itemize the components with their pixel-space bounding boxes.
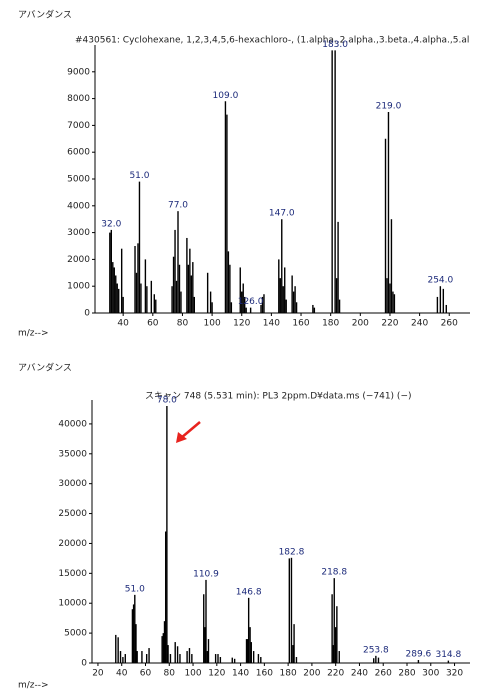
peak-label: 182.8 — [279, 547, 305, 557]
peak-label: 51.0 — [129, 171, 149, 181]
peak-label: 51.0 — [125, 584, 145, 594]
y-tick-label: 35000 — [58, 449, 87, 459]
y-tick-label: 25000 — [58, 509, 87, 519]
y-tick-label: 15000 — [58, 569, 87, 579]
x-tick-label: 220 — [327, 669, 344, 679]
y-axis-label: アバンダンス — [18, 9, 72, 21]
x-tick-label: 60 — [140, 669, 152, 679]
arrow-head — [176, 432, 187, 443]
x-tick-label: 240 — [411, 319, 428, 329]
peak-label: 253.8 — [363, 645, 389, 655]
x-tick-label: 160 — [292, 319, 309, 329]
y-tick-label: 20000 — [58, 539, 87, 549]
x-tick-label: 20 — [92, 669, 104, 679]
peak-label: 218.8 — [321, 568, 347, 578]
x-tick-label: 160 — [256, 669, 273, 679]
peak-label: 110.9 — [193, 569, 219, 579]
x-tick-label: 140 — [232, 669, 249, 679]
x-tick-label: 320 — [446, 669, 463, 679]
x-axis-label: m/z--> — [18, 681, 49, 691]
y-tick-label: 2000 — [67, 255, 90, 265]
peak-label: 146.8 — [236, 587, 262, 597]
x-tick-label: 240 — [351, 669, 368, 679]
x-tick-label: 80 — [164, 669, 176, 679]
y-tick-label: 10000 — [58, 599, 87, 609]
y-axis-label: アバンダンス — [18, 362, 72, 374]
x-tick-label: 60 — [147, 319, 159, 329]
peak-label: 314.8 — [435, 650, 461, 660]
arrow-shaft — [180, 421, 201, 439]
y-tick-label: 0 — [81, 659, 87, 669]
x-tick-label: 120 — [208, 669, 225, 679]
y-tick-label: 8000 — [67, 94, 90, 104]
x-tick-label: 220 — [381, 319, 398, 329]
y-tick-label: 4000 — [67, 201, 90, 211]
x-tick-label: 260 — [375, 669, 392, 679]
y-tick-label: 6000 — [67, 148, 90, 158]
y-tick-label: 30000 — [58, 479, 87, 489]
y-tick-label: 0 — [84, 309, 90, 319]
y-tick-label: 5000 — [67, 175, 90, 185]
x-tick-label: 140 — [263, 319, 280, 329]
x-tick-label: 180 — [280, 669, 297, 679]
y-tick-label: 7000 — [67, 121, 90, 131]
y-tick-label: 9000 — [67, 67, 90, 77]
x-tick-label: 280 — [398, 669, 415, 679]
x-tick-label: 80 — [177, 319, 189, 329]
peak-label: 147.0 — [269, 209, 295, 219]
x-tick-label: 40 — [116, 669, 128, 679]
chart-title: スキャン 748 (5.531 min): PL3 2ppm.D¥data.ms… — [145, 392, 412, 402]
peak-label: 126.0 — [238, 297, 264, 307]
x-tick-label: 100 — [204, 319, 221, 329]
x-tick-label: 180 — [322, 319, 339, 329]
peak-label: 109.0 — [213, 91, 239, 101]
chart-title: #430561: Cyclohexane, 1,2,3,4,5,6-hexach… — [75, 36, 469, 46]
x-tick-label: 120 — [233, 319, 250, 329]
peak-label: 289.6 — [406, 650, 432, 660]
x-tick-label: 100 — [184, 669, 201, 679]
y-tick-label: 1000 — [67, 282, 90, 292]
y-tick-label: 40000 — [58, 419, 87, 429]
y-tick-label: 5000 — [64, 629, 87, 639]
x-tick-label: 260 — [441, 319, 458, 329]
peak-label: 77.0 — [168, 201, 188, 211]
x-tick-label: 200 — [352, 319, 369, 329]
peak-label: 219.0 — [376, 102, 402, 112]
y-tick-label: 3000 — [67, 228, 90, 238]
peak-label: 254.0 — [427, 276, 453, 286]
peak-label: 78.0 — [157, 395, 177, 405]
peak-label: 32.0 — [101, 219, 121, 229]
x-tick-label: 40 — [117, 319, 129, 329]
x-tick-label: 200 — [303, 669, 320, 679]
x-axis-label: m/z--> — [18, 329, 49, 339]
peak-label: 183.0 — [322, 40, 348, 50]
x-tick-label: 300 — [422, 669, 439, 679]
